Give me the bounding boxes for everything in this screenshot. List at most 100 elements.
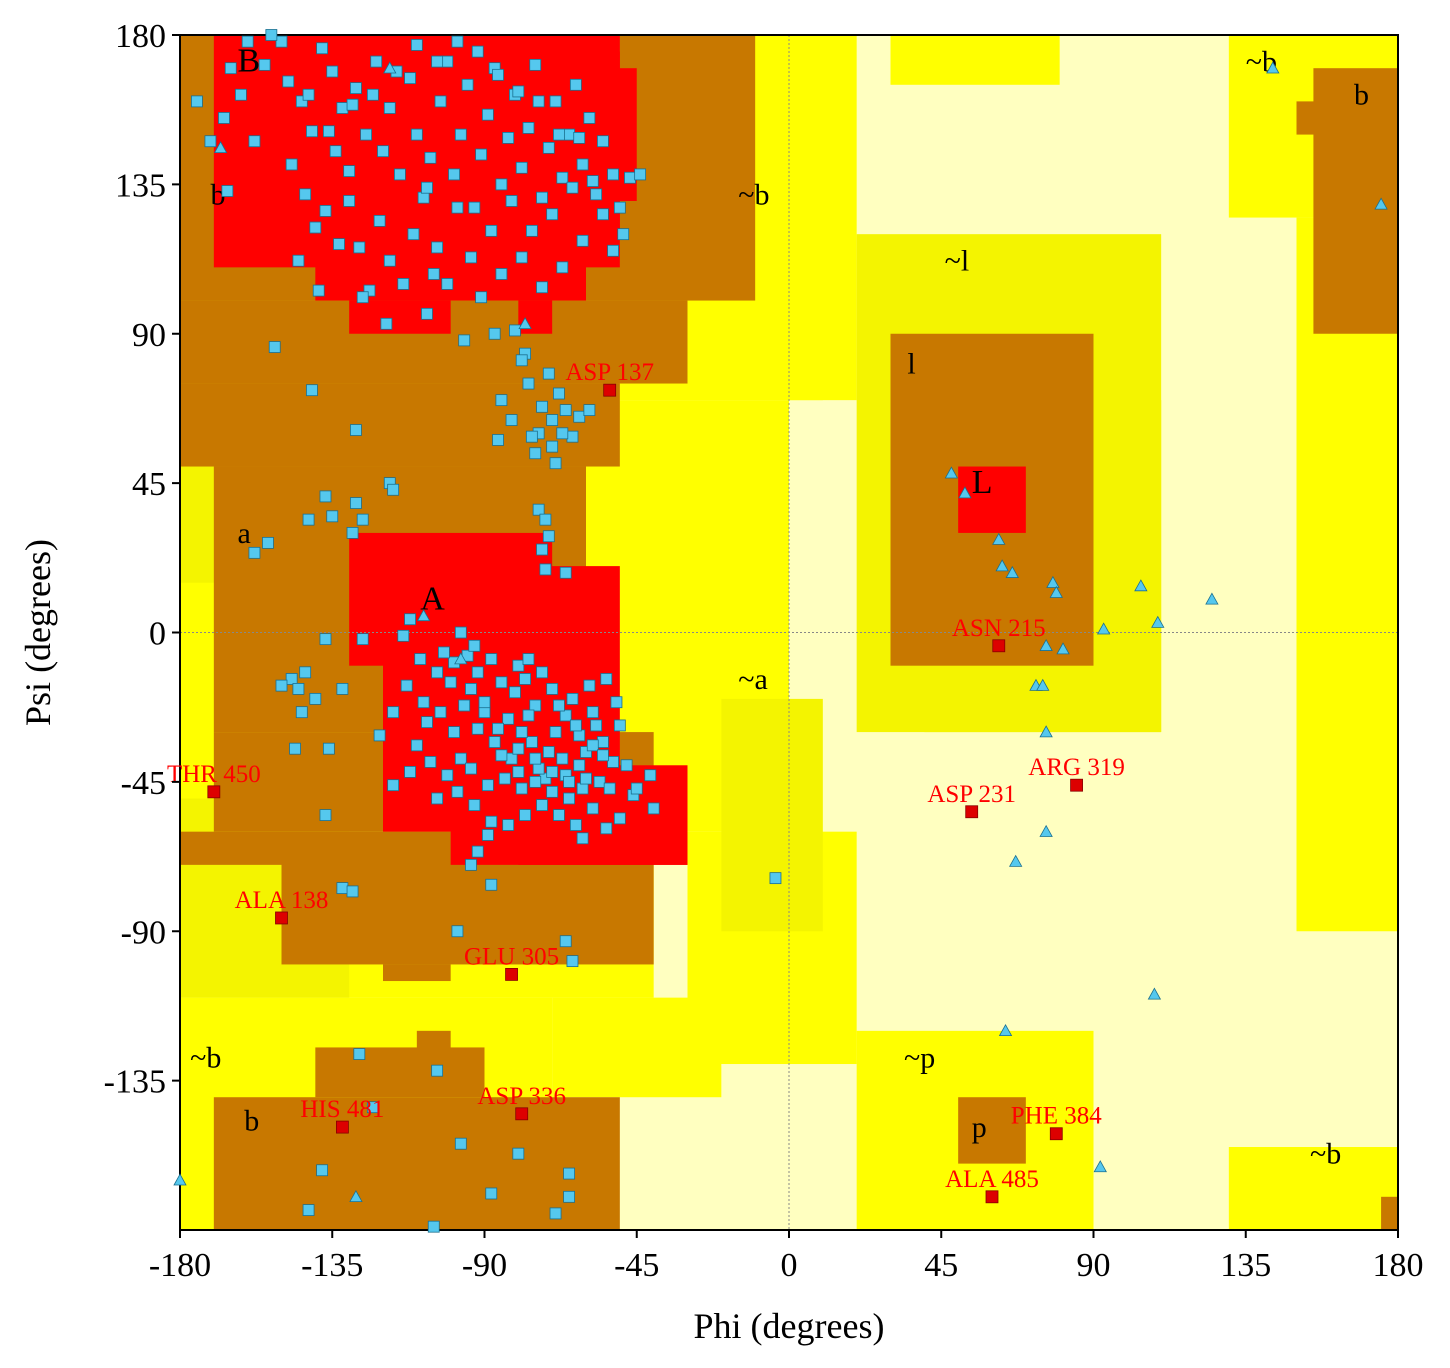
residue-point bbox=[515, 161, 528, 174]
residue-point bbox=[366, 88, 379, 101]
residue-point bbox=[769, 872, 782, 885]
region-generous-light-block bbox=[721, 698, 823, 932]
residue-point bbox=[502, 819, 515, 831]
residue-point bbox=[559, 935, 572, 948]
outlier-label: ASP 336 bbox=[477, 1083, 566, 1110]
outlier-point bbox=[1049, 1127, 1063, 1141]
residue-point bbox=[485, 224, 498, 237]
residue-point bbox=[495, 394, 508, 407]
residue-point bbox=[268, 341, 281, 353]
residue-point bbox=[441, 55, 454, 68]
outlier-point bbox=[603, 383, 617, 397]
glycine-points bbox=[173, 61, 1388, 1203]
residue-point bbox=[431, 666, 444, 679]
residue-point bbox=[515, 782, 528, 795]
residue-point bbox=[505, 752, 518, 765]
residue-point bbox=[441, 278, 454, 290]
residue-point bbox=[546, 208, 559, 221]
residue-point bbox=[559, 709, 572, 722]
residue-point bbox=[441, 769, 454, 782]
outlier-label: GLU 305 bbox=[464, 943, 559, 970]
residue-point bbox=[319, 633, 332, 646]
residue-point bbox=[536, 400, 548, 413]
residue-point bbox=[407, 228, 420, 241]
residue-point bbox=[302, 88, 315, 101]
residue-point bbox=[556, 261, 569, 274]
residue-point bbox=[322, 742, 335, 755]
residue-point bbox=[522, 377, 535, 390]
residue-point bbox=[515, 251, 528, 264]
glycine-point bbox=[992, 532, 1006, 545]
residue-point bbox=[569, 719, 582, 732]
residue-point bbox=[607, 756, 619, 768]
residue-point bbox=[454, 626, 467, 639]
x-tick-label: -45 bbox=[614, 1247, 659, 1284]
residue-point bbox=[542, 141, 555, 154]
residue-point bbox=[556, 171, 569, 184]
residue-point bbox=[410, 128, 423, 141]
region-allowed-block bbox=[1296, 101, 1331, 135]
residue-point bbox=[204, 135, 217, 148]
outlier-point bbox=[992, 639, 1006, 653]
residue-point bbox=[465, 762, 477, 775]
residue-point bbox=[454, 1137, 467, 1150]
residue-point bbox=[454, 752, 467, 765]
residue-point bbox=[468, 201, 481, 214]
region-label: ~b bbox=[738, 178, 769, 211]
residue-point bbox=[539, 563, 552, 576]
residue-point bbox=[573, 729, 586, 742]
outlier-label: ASN 215 bbox=[952, 615, 1046, 642]
residue-point bbox=[509, 324, 521, 337]
residue-point bbox=[559, 566, 572, 579]
residue-point bbox=[275, 679, 288, 692]
residue-point bbox=[350, 497, 362, 509]
residue-point bbox=[556, 427, 569, 440]
residue-point bbox=[299, 188, 312, 201]
residue-point bbox=[326, 65, 339, 78]
region-generous-block bbox=[1296, 217, 1398, 932]
residue-point bbox=[597, 208, 609, 221]
residue-point bbox=[546, 766, 559, 778]
residue-point bbox=[346, 885, 359, 898]
residue-point bbox=[431, 55, 444, 68]
residue-point bbox=[542, 746, 555, 758]
glycine-point bbox=[1266, 61, 1280, 74]
residue-point bbox=[481, 108, 494, 121]
residue-point bbox=[580, 746, 592, 758]
residue-point bbox=[262, 536, 274, 549]
residue-point bbox=[295, 95, 308, 108]
residue-point bbox=[377, 145, 389, 158]
residue-point bbox=[241, 35, 254, 48]
residue-point bbox=[576, 158, 589, 171]
residue-point bbox=[525, 736, 538, 748]
outlier-label: ALA 485 bbox=[945, 1166, 1039, 1193]
region-core-block bbox=[958, 466, 1026, 533]
residue-point bbox=[383, 254, 396, 267]
outlier-point bbox=[275, 911, 288, 925]
residue-point bbox=[583, 112, 596, 124]
residue-point bbox=[366, 1101, 379, 1114]
residue-point bbox=[431, 241, 444, 254]
residue-points bbox=[191, 29, 782, 1233]
residue-point bbox=[356, 513, 369, 526]
residue-point bbox=[465, 683, 477, 695]
residue-point bbox=[343, 195, 356, 207]
residue-point bbox=[312, 284, 325, 297]
glycine-point bbox=[944, 466, 959, 479]
residue-point bbox=[417, 696, 430, 709]
glycine-point bbox=[1039, 824, 1053, 837]
residue-point bbox=[546, 414, 559, 426]
residue-point bbox=[316, 1164, 329, 1177]
outlier-point bbox=[207, 785, 221, 799]
glycine-point bbox=[1134, 579, 1148, 592]
glycine-point bbox=[1009, 854, 1023, 867]
residue-point bbox=[488, 736, 501, 748]
residue-point bbox=[624, 171, 636, 184]
residue-point bbox=[434, 95, 447, 108]
residue-point bbox=[525, 224, 538, 237]
residue-point bbox=[465, 858, 477, 871]
residue-point bbox=[326, 510, 339, 523]
glycine-point bbox=[416, 609, 431, 622]
residue-point bbox=[539, 513, 552, 526]
residue-point bbox=[529, 58, 542, 71]
